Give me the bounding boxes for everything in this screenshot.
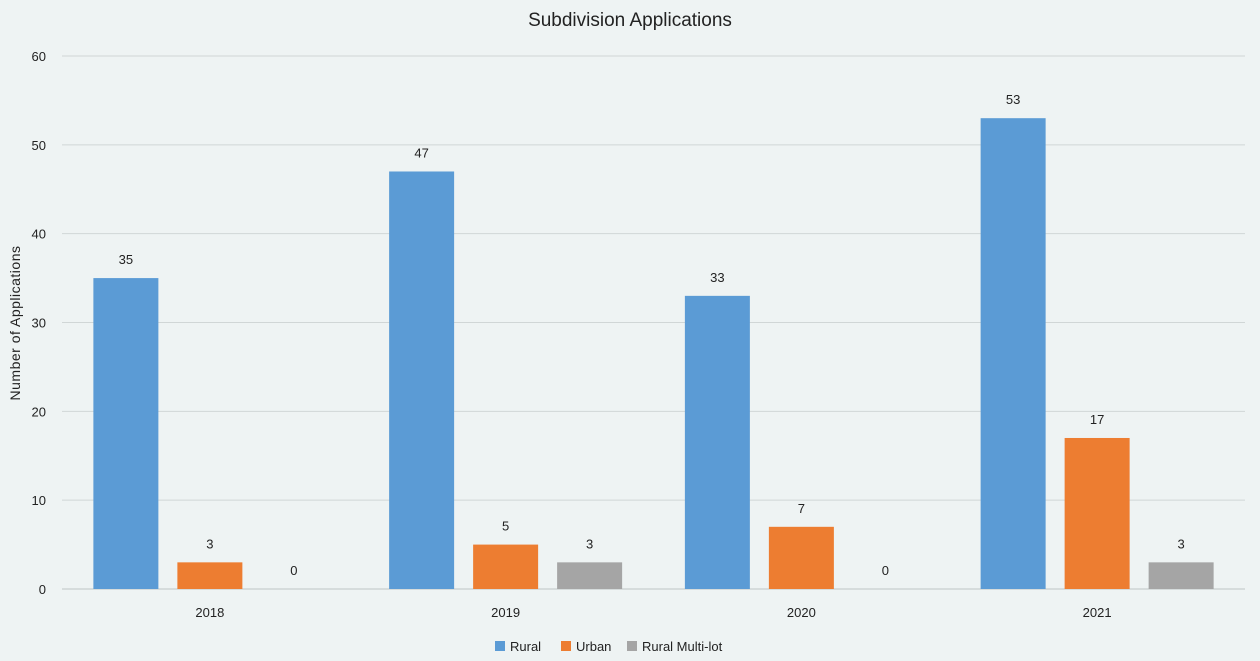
data-label: 3 [1178,536,1185,551]
bar-rural-2021 [980,118,1046,589]
x-tick-label: 2021 [1083,605,1112,620]
bar-rural-multi-lot-2021 [1148,562,1214,589]
x-tick-label: 2018 [195,605,224,620]
bar-urban-2021 [1064,437,1130,589]
data-label: 47 [414,145,428,160]
data-label: 33 [710,270,724,285]
data-label: 17 [1090,412,1104,427]
legend-label: Rural Multi-lot [642,639,723,654]
legend: Rural Urban Rural Multi-lot [495,639,723,654]
y-tick-label: 50 [32,138,46,153]
y-tick-label: 40 [32,227,46,242]
bar-rural-2019 [389,171,455,589]
legend-label: Urban [576,639,611,654]
x-tick-label: 2020 [787,605,816,620]
y-tick-label: 30 [32,316,46,331]
y-tick-label: 10 [32,493,46,508]
legend-item-urban: Urban [561,639,611,654]
legend-swatch [627,641,637,651]
y-tick-label: 60 [32,49,46,64]
legend-swatch [495,641,505,651]
data-label: 5 [502,519,509,534]
gridlines [62,55,1245,590]
bar-rural-2020 [684,295,750,589]
data-label: 3 [206,536,213,551]
data-label: 0 [882,563,889,578]
legend-item-rural: Rural [495,639,541,654]
bar-urban-2020 [768,526,834,589]
y-axis-label: Number of Applications [7,246,23,401]
chart-title: Subdivision Applications [528,10,732,31]
data-label: 3 [586,536,593,551]
y-axis-ticks: 0 10 20 30 40 50 60 [32,49,46,597]
bars [93,118,1214,589]
data-label: 35 [119,252,133,267]
bar-rural-2018 [93,278,159,589]
data-label: 0 [290,563,297,578]
y-tick-label: 20 [32,404,46,419]
bar-rural-multi-lot-2019 [557,562,623,589]
data-label: 7 [798,501,805,516]
x-tick-label: 2019 [491,605,520,620]
data-label: 53 [1006,92,1020,107]
bar-urban-2018 [177,562,243,589]
y-tick-label: 0 [39,582,46,597]
x-axis-ticks: 2018 2019 2020 2021 [195,605,1111,620]
bar-urban-2019 [473,544,539,589]
legend-item-rural-multi-lot: Rural Multi-lot [627,639,723,654]
legend-swatch [561,641,571,651]
legend-label: Rural [510,639,541,654]
